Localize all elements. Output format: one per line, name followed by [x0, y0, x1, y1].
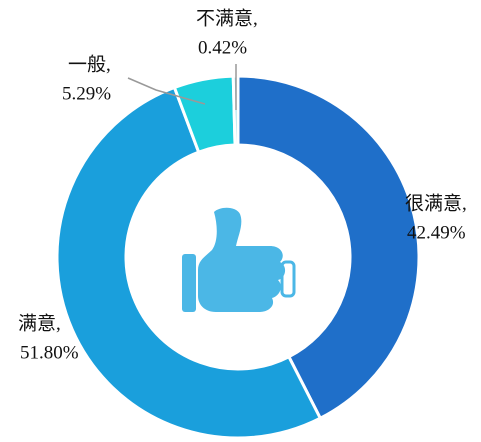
- data-label-name: 很满意,: [405, 192, 467, 214]
- data-label-value: 51.80%: [20, 342, 79, 363]
- donut: [55, 74, 421, 440]
- donut-segment: [231, 74, 240, 147]
- data-label-name: 一般,: [68, 53, 111, 75]
- data-label-name: 不满意,: [196, 7, 258, 29]
- data-label-value: 5.29%: [62, 83, 111, 104]
- data-label-value: 42.49%: [407, 222, 466, 243]
- thumbs-up-icon: [182, 207, 296, 312]
- donut-segment: [236, 74, 421, 421]
- donut-segment: [55, 85, 323, 440]
- data-label-value: 0.42%: [198, 37, 247, 58]
- data-label-name: 满意,: [18, 312, 61, 334]
- leader-line: [127, 77, 206, 105]
